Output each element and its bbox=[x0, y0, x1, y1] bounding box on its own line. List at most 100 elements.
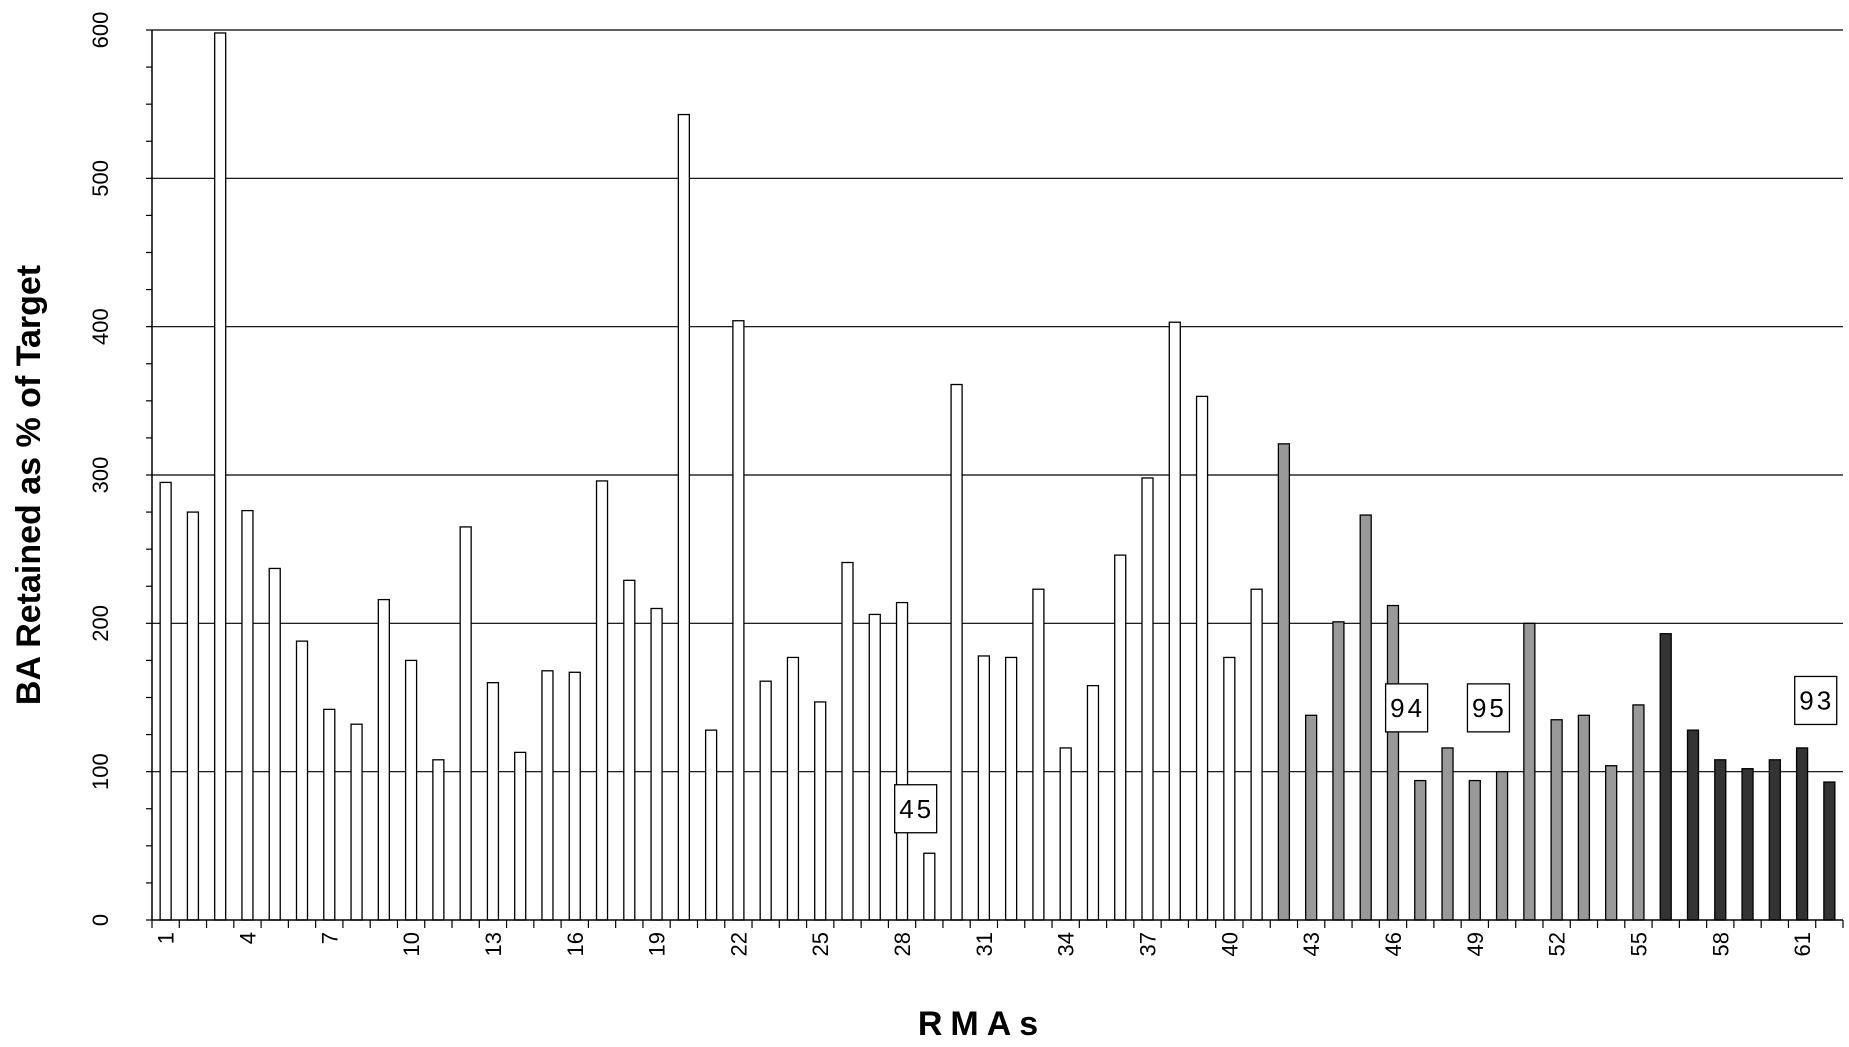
bar-rma-39 bbox=[1197, 396, 1208, 920]
bar-rma-62 bbox=[1824, 782, 1835, 920]
y-tick-label: 300 bbox=[88, 457, 113, 494]
bar-rma-45 bbox=[1360, 515, 1371, 920]
bar-rma-56 bbox=[1660, 634, 1671, 920]
annotation-label: 93 bbox=[1799, 685, 1834, 715]
bar-rma-50 bbox=[1497, 772, 1508, 920]
x-tick-label: 55 bbox=[1626, 932, 1651, 956]
y-tick-label: 500 bbox=[88, 160, 113, 197]
bar-rma-13 bbox=[487, 683, 498, 920]
bar-rma-54 bbox=[1606, 766, 1617, 920]
bars bbox=[160, 33, 1835, 920]
x-tick-label: 4 bbox=[235, 932, 260, 944]
bar-rma-28 bbox=[897, 603, 908, 920]
y-tick-label: 0 bbox=[88, 914, 113, 926]
annotation-label: 95 bbox=[1472, 693, 1507, 723]
bar-rma-32 bbox=[1006, 657, 1017, 920]
bar-rma-40 bbox=[1224, 657, 1235, 920]
bar-rma-17 bbox=[597, 481, 608, 920]
x-tick-label: 22 bbox=[726, 932, 751, 956]
x-axis-title: RMAs bbox=[918, 1005, 1046, 1043]
bar-rma-25 bbox=[815, 702, 826, 920]
bar-rma-49 bbox=[1469, 781, 1480, 920]
bar-rma-16 bbox=[569, 672, 580, 920]
bar-rma-46 bbox=[1387, 606, 1398, 920]
bar-rma-60 bbox=[1769, 760, 1780, 920]
bar-rma-35 bbox=[1087, 686, 1098, 920]
bar-rma-21 bbox=[706, 730, 717, 920]
x-tick-labels: 1 4 7 10 13 16 19 22 25 28 31 34 37 40 43 46 49 52 55 58 61 bbox=[154, 932, 1815, 956]
bar-rma-37 bbox=[1142, 478, 1153, 920]
bar-rma-30 bbox=[951, 385, 962, 920]
x-tick-label: 25 bbox=[808, 932, 833, 956]
y-tick-label: 400 bbox=[88, 308, 113, 345]
bar-rma-61 bbox=[1797, 748, 1808, 920]
bar-rma-52 bbox=[1551, 720, 1562, 920]
x-tick-label: 7 bbox=[317, 932, 342, 944]
bar-rma-53 bbox=[1578, 715, 1589, 920]
bar-rma-20 bbox=[678, 115, 689, 920]
bar-rma-2 bbox=[187, 512, 198, 920]
bar-rma-57 bbox=[1687, 730, 1698, 920]
bar-rma-24 bbox=[787, 657, 798, 920]
bar-rma-33 bbox=[1033, 589, 1044, 920]
annotation-label: 45 bbox=[899, 794, 934, 824]
bar-rma-36 bbox=[1115, 555, 1126, 920]
bar-rma-23 bbox=[760, 681, 771, 920]
bar-rma-10 bbox=[406, 660, 417, 920]
bar-rma-8 bbox=[351, 724, 362, 920]
bar-rma-48 bbox=[1442, 748, 1453, 920]
x-tick-label: 58 bbox=[1708, 932, 1733, 956]
bar-rma-1 bbox=[160, 482, 171, 920]
x-tick-label: 37 bbox=[1136, 932, 1161, 956]
bar-rma-27 bbox=[869, 614, 880, 920]
bar-rma-34 bbox=[1060, 748, 1071, 920]
annotation-label: 94 bbox=[1390, 693, 1425, 723]
bar-rma-18 bbox=[624, 580, 635, 920]
y-tick-label: 100 bbox=[88, 753, 113, 790]
bar-rma-9 bbox=[378, 600, 389, 920]
bar-rma-22 bbox=[733, 321, 744, 920]
bar-rma-55 bbox=[1633, 705, 1644, 920]
bar-rma-26 bbox=[842, 563, 853, 920]
x-tick-label: 49 bbox=[1463, 932, 1488, 956]
x-tick-label: 16 bbox=[563, 932, 588, 956]
bar-rma-4 bbox=[242, 511, 253, 920]
bar-rma-15 bbox=[542, 671, 553, 920]
bar-rma-11 bbox=[433, 760, 444, 920]
bar-rma-44 bbox=[1333, 622, 1344, 920]
bar-rma-41 bbox=[1251, 589, 1262, 920]
bar-rma-31 bbox=[978, 656, 989, 920]
bar-rma-3 bbox=[215, 33, 226, 920]
bar-rma-58 bbox=[1715, 760, 1726, 920]
x-tick-label: 31 bbox=[972, 932, 997, 956]
bar-rma-59 bbox=[1742, 769, 1753, 920]
x-tick-label: 40 bbox=[1217, 932, 1242, 956]
x-tick-label: 19 bbox=[645, 932, 670, 956]
bar-rma-29 bbox=[924, 853, 935, 920]
x-tick-label: 1 bbox=[154, 932, 179, 944]
y-tick-label: 200 bbox=[88, 605, 113, 642]
bar-rma-7 bbox=[324, 709, 335, 920]
bar-rma-42 bbox=[1278, 444, 1289, 920]
x-tick-label: 10 bbox=[399, 932, 424, 956]
x-tick-label: 43 bbox=[1299, 932, 1324, 956]
bar-rma-47 bbox=[1415, 781, 1426, 920]
y-tick-label: 600 bbox=[88, 12, 113, 49]
bar-rma-43 bbox=[1306, 715, 1317, 920]
x-tick-label: 52 bbox=[1545, 932, 1570, 956]
x-tick-label: 13 bbox=[481, 932, 506, 956]
x-tick-label: 34 bbox=[1054, 932, 1079, 956]
bar-rma-6 bbox=[297, 641, 308, 920]
y-tick-labels: 0 100 200 300 400 500 600 bbox=[88, 12, 113, 926]
bar-rma-51 bbox=[1524, 623, 1535, 920]
y-axis-title: BA Retained as % of Target bbox=[10, 265, 48, 705]
x-tick-label: 28 bbox=[890, 932, 915, 956]
bar-rma-19 bbox=[651, 609, 662, 921]
x-tick-label: 61 bbox=[1790, 932, 1815, 956]
x-tick-label: 46 bbox=[1381, 932, 1406, 956]
bar-rma-12 bbox=[460, 527, 471, 920]
bar-rma-14 bbox=[515, 752, 526, 920]
bar-rma-38 bbox=[1169, 322, 1180, 920]
bar-rma-5 bbox=[269, 568, 280, 920]
